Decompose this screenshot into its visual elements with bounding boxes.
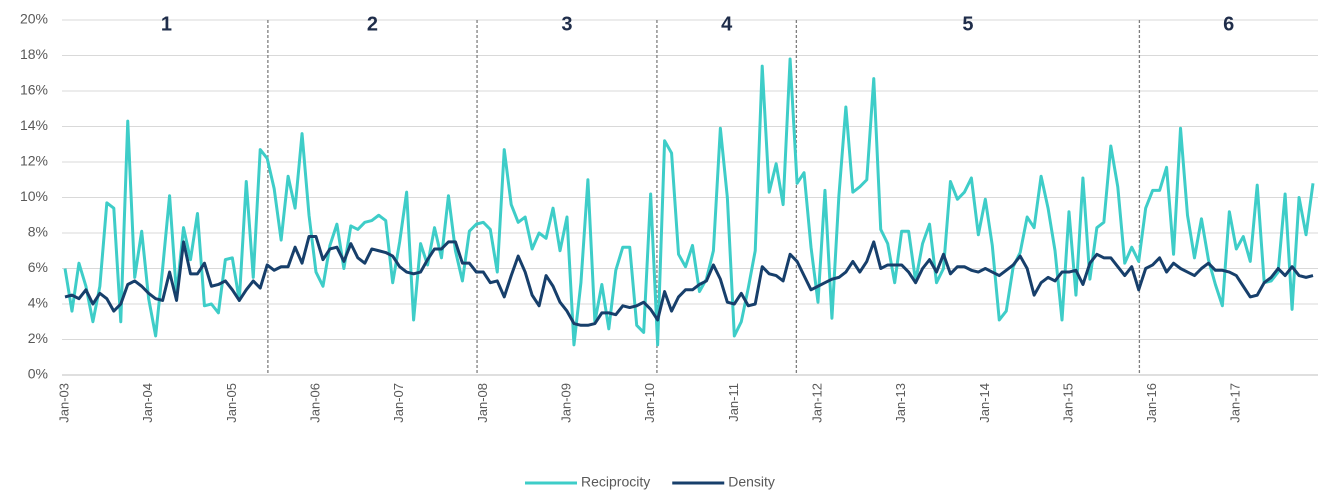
- y-tick-label: 12%: [20, 153, 48, 169]
- x-tick-label: Jan-15: [1060, 383, 1075, 423]
- x-tick-label: Jan-13: [893, 383, 908, 423]
- y-tick-label: 16%: [20, 82, 48, 98]
- y-tick-label: 8%: [28, 224, 48, 240]
- x-tick-label: Jan-08: [475, 383, 490, 423]
- x-tick-label: Jan-04: [140, 383, 155, 423]
- x-tick-label: Jan-09: [558, 383, 573, 423]
- period-label: 2: [367, 13, 378, 35]
- y-tick-label: 10%: [20, 188, 48, 204]
- series-line: [63, 57, 1315, 347]
- x-tick-label: Jan-05: [224, 383, 239, 423]
- y-tick-label: 6%: [28, 259, 48, 275]
- x-tick-label: Jan-17: [1228, 383, 1243, 423]
- legend-label: Density: [728, 474, 775, 490]
- x-tick-label: Jan-07: [391, 383, 406, 423]
- period-label: 4: [721, 13, 733, 35]
- x-tick-label: Jan-16: [1144, 383, 1159, 423]
- y-tick-label: 14%: [20, 117, 48, 133]
- y-tick-label: 18%: [20, 46, 48, 62]
- period-label: 3: [561, 13, 572, 35]
- x-tick-label: Jan-10: [642, 383, 657, 423]
- x-tick-label: Jan-03: [56, 383, 71, 423]
- x-tick-label: Jan-06: [307, 383, 322, 423]
- legend: Reciprocity Density: [525, 474, 775, 490]
- period-label: 1: [161, 13, 172, 35]
- period-label: 5: [962, 13, 973, 35]
- y-tick-label: 4%: [28, 295, 48, 311]
- legend-label: Reciprocity: [581, 474, 650, 490]
- period-label: 6: [1223, 13, 1234, 35]
- y-tick-label: 2%: [28, 330, 48, 346]
- series-line: [64, 235, 1314, 327]
- y-tick-label: 0%: [28, 366, 48, 382]
- x-tick-label: Jan-14: [977, 383, 992, 423]
- y-tick-label: 20%: [20, 11, 48, 27]
- x-tick-label: Jan-12: [809, 383, 824, 423]
- x-tick-label: Jan-11: [726, 383, 741, 422]
